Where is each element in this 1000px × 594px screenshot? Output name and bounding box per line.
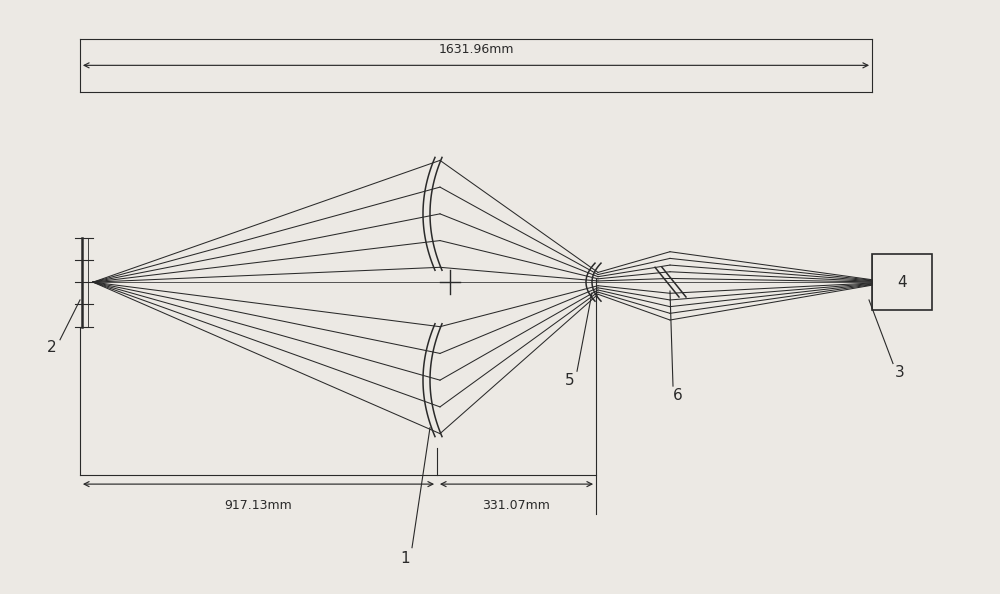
Text: 1631.96mm: 1631.96mm (438, 43, 514, 56)
Text: 1: 1 (400, 551, 410, 566)
Text: 6: 6 (673, 387, 683, 403)
Text: 331.07mm: 331.07mm (483, 499, 550, 512)
Text: 2: 2 (47, 340, 57, 355)
Text: 3: 3 (895, 365, 905, 380)
Bar (872, 254, 932, 310)
Text: 917.13mm: 917.13mm (225, 499, 292, 512)
Text: 5: 5 (565, 372, 575, 388)
Text: 4: 4 (897, 274, 907, 290)
